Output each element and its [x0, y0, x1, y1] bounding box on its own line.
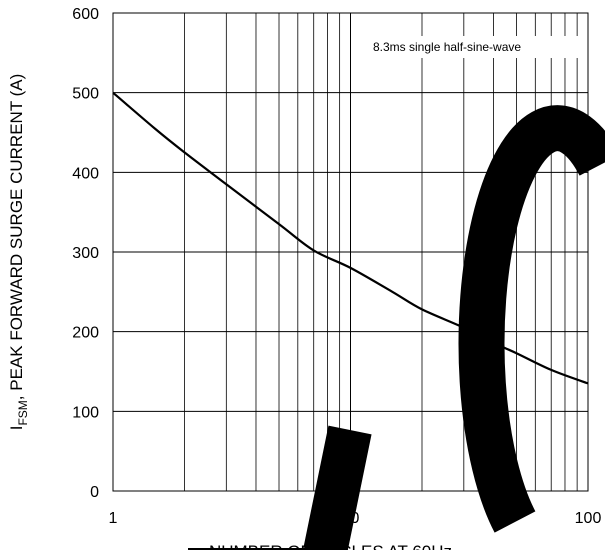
- x-tick-label: 10: [342, 510, 360, 527]
- x-axis-title: NUMBER OF CYCLES AT 60Hz: [209, 542, 452, 550]
- y-tick-label: 400: [72, 165, 99, 182]
- y-axis-title: IFSM, PEAK FORWARD SURGE CURRENT (A): [7, 74, 30, 431]
- x-tick-label: 1: [109, 510, 118, 527]
- y-tick-label: 100: [72, 404, 99, 421]
- surge-current-line: [112, 91, 589, 385]
- watermark-underline: [188, 548, 320, 550]
- annotation-box: 8.3ms single half-sine-wave: [363, 36, 579, 58]
- y-tick-label: 500: [72, 86, 99, 103]
- watermark: [188, 105, 605, 550]
- watermark-arc: [458, 105, 605, 533]
- watermark-stroke: [303, 425, 372, 550]
- y-tick-label: 300: [72, 245, 99, 262]
- tick-labels: 0 100 200 300 400 500 600 1 10 100: [72, 6, 601, 527]
- y-tick-label: 200: [72, 325, 99, 342]
- annotation-text: 8.3ms single half-sine-wave: [373, 40, 521, 54]
- y-axis-title-main: I: [7, 426, 26, 431]
- y-axis-title-subscript: FSM: [16, 400, 30, 425]
- y-axis-title-rest: , PEAK FORWARD SURGE CURRENT (A): [7, 74, 26, 401]
- y-tick-label: 0: [90, 484, 99, 501]
- y-tick-label: 600: [72, 6, 99, 23]
- series-layer: [112, 91, 589, 385]
- plot-frame: [112, 12, 589, 492]
- annotation-background: [363, 36, 579, 58]
- x-tick-label: 100: [575, 510, 602, 527]
